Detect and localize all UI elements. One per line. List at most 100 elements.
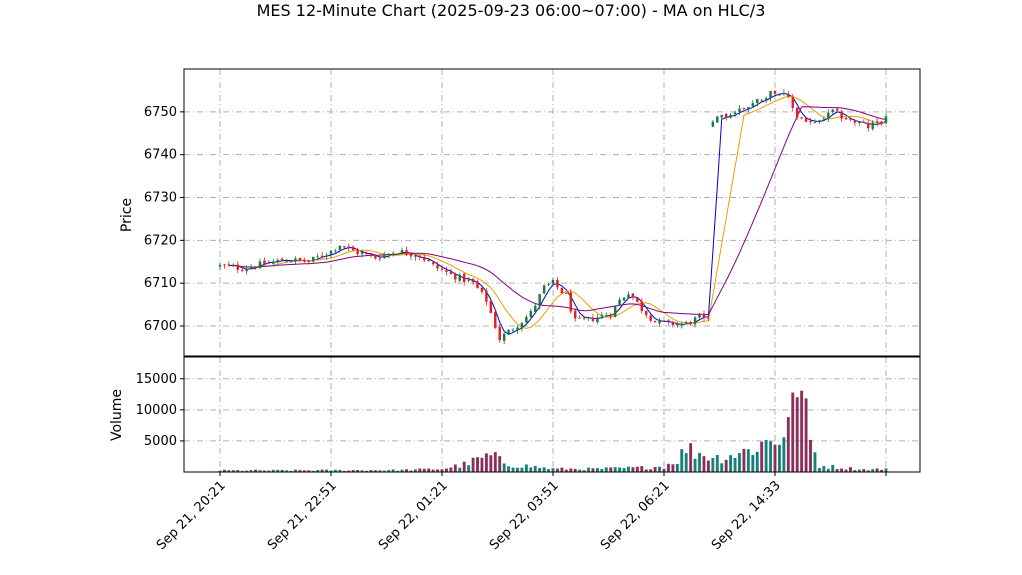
candle-body	[534, 305, 537, 313]
candle	[236, 261, 239, 274]
volume-bar	[538, 467, 542, 472]
volume-bar	[831, 464, 835, 472]
candle	[427, 258, 430, 262]
candle-body	[383, 254, 386, 258]
volume-bar	[476, 457, 479, 472]
candle	[383, 251, 386, 260]
candle-body	[325, 255, 328, 257]
candle	[480, 287, 484, 295]
candle	[409, 252, 413, 261]
candle-body	[565, 293, 568, 295]
volume-bar	[604, 467, 608, 472]
candle-body	[645, 310, 648, 316]
candle	[396, 253, 399, 255]
volume-bar	[738, 453, 741, 472]
volume-bar	[644, 469, 648, 472]
candle-body	[445, 270, 448, 272]
candle-body	[551, 279, 555, 284]
candle-body	[520, 322, 524, 329]
candle	[840, 109, 843, 122]
candle-body	[627, 294, 630, 299]
candle	[387, 253, 390, 259]
candle-body	[787, 93, 790, 97]
candle-body	[449, 272, 453, 274]
volume-bar	[662, 468, 666, 472]
candle	[831, 109, 834, 116]
candle	[525, 314, 528, 323]
candle-body	[618, 299, 621, 306]
candle	[591, 313, 595, 323]
volume-bar	[826, 468, 830, 472]
volume-bar	[635, 466, 639, 472]
volume-bar	[884, 468, 888, 472]
volume-bar	[564, 469, 568, 472]
candle-body	[298, 257, 302, 261]
candle-body	[822, 118, 826, 120]
volume-bar	[587, 467, 590, 472]
candle	[498, 323, 501, 343]
candle	[764, 96, 768, 104]
candle-body	[223, 264, 226, 266]
x-tick-label: Sep 21, 22:51	[265, 478, 340, 553]
volume-bar	[320, 469, 324, 472]
candle-body	[813, 122, 817, 124]
candle-body	[276, 259, 279, 263]
price-tick-label: 6730	[144, 191, 177, 206]
volume-bar	[529, 467, 533, 472]
volume-bar	[294, 469, 297, 472]
candle-body	[267, 262, 271, 264]
volume-bar	[338, 469, 342, 472]
candle	[276, 258, 279, 264]
candle	[693, 315, 697, 328]
candle	[298, 257, 302, 263]
candle-body	[729, 114, 732, 118]
volume-bar	[795, 397, 799, 472]
price-panel-frame	[183, 68, 921, 357]
candle-body	[662, 320, 666, 322]
candle	[587, 316, 590, 321]
candle-body	[436, 264, 439, 269]
candle-body	[800, 117, 803, 119]
candle	[671, 320, 675, 328]
candle	[827, 109, 830, 122]
candle	[573, 308, 577, 322]
candle-body	[560, 287, 564, 294]
candle	[312, 256, 315, 265]
volume-bar	[693, 458, 697, 472]
volume-bar	[595, 468, 599, 472]
candle	[414, 254, 417, 261]
candle-body	[232, 265, 235, 267]
volume-bar	[689, 443, 693, 472]
candle	[369, 252, 373, 258]
candle-body	[795, 107, 799, 118]
candle	[751, 100, 755, 109]
candle-body	[378, 258, 382, 260]
candle	[263, 257, 266, 266]
volume-bar	[542, 467, 546, 472]
candle	[502, 330, 506, 345]
candle	[707, 316, 710, 322]
candle-body	[587, 316, 590, 319]
volume-bar	[520, 467, 524, 472]
candle-body	[751, 103, 755, 107]
volume-bar	[285, 470, 289, 472]
candle	[254, 266, 257, 270]
volume-bar	[422, 468, 426, 472]
candle-body	[862, 122, 866, 123]
volume-bar	[236, 470, 240, 472]
volume-bar	[702, 456, 706, 472]
candle-body	[294, 258, 297, 262]
candle-body	[485, 290, 488, 302]
candle	[849, 117, 852, 122]
candle	[729, 113, 732, 119]
candle	[636, 297, 639, 303]
volume-bar	[254, 469, 257, 472]
candle-body	[649, 315, 652, 321]
x-tick-label: Sep 22, 06:21	[598, 478, 673, 553]
candle	[365, 251, 368, 255]
candle	[240, 267, 244, 273]
volume-bar	[502, 463, 506, 472]
candle-body	[871, 122, 874, 129]
candle-body	[254, 267, 257, 269]
candle	[471, 277, 475, 286]
